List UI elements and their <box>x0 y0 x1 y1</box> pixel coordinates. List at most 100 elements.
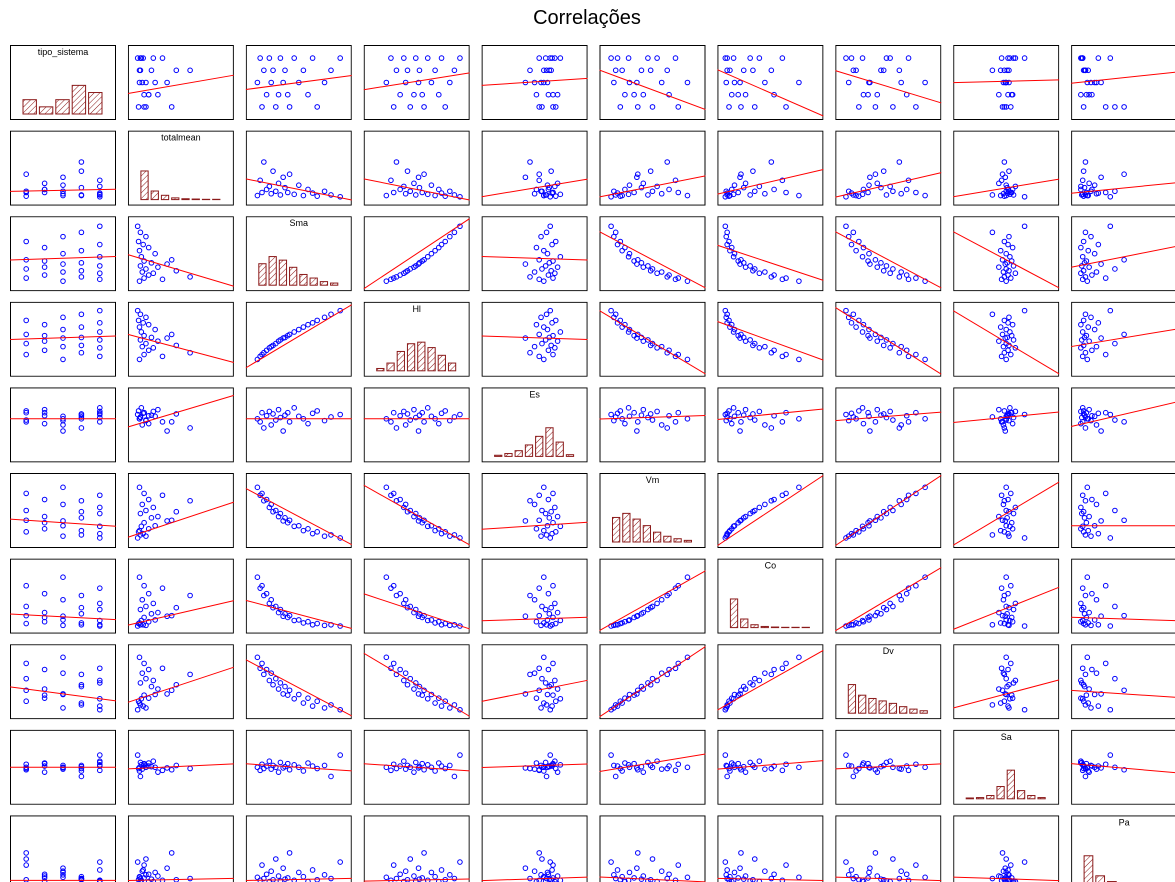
point <box>23 317 30 324</box>
point <box>321 705 328 711</box>
point <box>139 868 146 875</box>
point <box>1080 765 1087 772</box>
point <box>1006 233 1012 240</box>
point <box>97 177 103 184</box>
point <box>23 331 30 338</box>
cell <box>481 729 588 805</box>
point <box>898 269 904 275</box>
point <box>550 351 556 358</box>
point <box>60 428 66 434</box>
point <box>890 417 896 423</box>
point <box>747 414 753 421</box>
cell: Hl <box>363 301 470 377</box>
point <box>865 258 871 264</box>
fit-line <box>481 763 588 769</box>
point <box>649 856 656 862</box>
point <box>78 683 85 690</box>
point <box>883 606 890 613</box>
point <box>742 406 749 413</box>
point <box>447 872 453 878</box>
point <box>263 186 270 193</box>
point <box>533 618 540 625</box>
point <box>155 406 161 413</box>
point <box>97 241 103 248</box>
point <box>263 412 270 419</box>
point <box>998 353 1005 360</box>
point <box>645 606 651 613</box>
point <box>305 695 311 701</box>
point <box>1086 769 1092 775</box>
point <box>442 698 449 705</box>
point <box>647 168 654 174</box>
point <box>1107 623 1114 629</box>
point <box>723 762 730 769</box>
histogram-bar <box>740 618 749 629</box>
point <box>60 574 66 580</box>
point <box>145 526 152 532</box>
point <box>666 412 672 419</box>
point <box>1005 496 1011 503</box>
point <box>138 329 145 335</box>
point <box>898 79 904 86</box>
point <box>187 497 193 504</box>
point <box>1098 174 1104 181</box>
point <box>1093 596 1100 603</box>
histogram-bar <box>289 266 298 286</box>
point <box>137 875 144 882</box>
point <box>457 193 463 200</box>
point <box>254 192 261 199</box>
point <box>97 492 103 499</box>
point <box>97 535 103 541</box>
point <box>751 266 758 272</box>
histogram-bar <box>299 273 308 286</box>
point <box>393 67 400 74</box>
point <box>867 428 873 434</box>
point <box>41 180 48 187</box>
point <box>843 55 849 61</box>
fit-line <box>481 521 588 530</box>
point <box>254 654 261 661</box>
point <box>843 411 849 418</box>
histogram-bar <box>770 626 780 629</box>
point <box>762 501 768 508</box>
point <box>1112 266 1118 272</box>
point <box>159 492 166 499</box>
point <box>997 324 1004 330</box>
fit-line <box>1071 182 1175 194</box>
point <box>666 763 672 769</box>
point <box>280 428 286 434</box>
point <box>843 859 849 865</box>
point <box>268 190 275 197</box>
point <box>890 507 896 514</box>
point <box>619 247 625 254</box>
point <box>284 189 291 196</box>
point <box>145 91 152 98</box>
point <box>658 190 665 197</box>
point <box>41 519 48 526</box>
point <box>1084 356 1091 363</box>
point <box>60 190 66 197</box>
point <box>542 759 549 766</box>
point <box>1107 535 1114 541</box>
point <box>136 574 143 580</box>
point <box>1000 501 1007 508</box>
point <box>922 192 928 199</box>
point <box>634 428 640 434</box>
point <box>1021 223 1028 230</box>
point <box>541 67 547 74</box>
point <box>164 79 170 86</box>
point <box>134 411 141 418</box>
point <box>684 764 691 771</box>
point <box>922 416 928 422</box>
point <box>277 510 284 517</box>
point <box>546 683 553 690</box>
point <box>97 665 103 672</box>
point <box>724 773 730 780</box>
histogram-bar <box>632 518 641 543</box>
point <box>1001 408 1008 414</box>
point <box>1095 530 1102 537</box>
fit-line <box>953 79 1060 84</box>
point <box>60 182 66 188</box>
point <box>78 610 85 617</box>
point <box>539 603 545 610</box>
